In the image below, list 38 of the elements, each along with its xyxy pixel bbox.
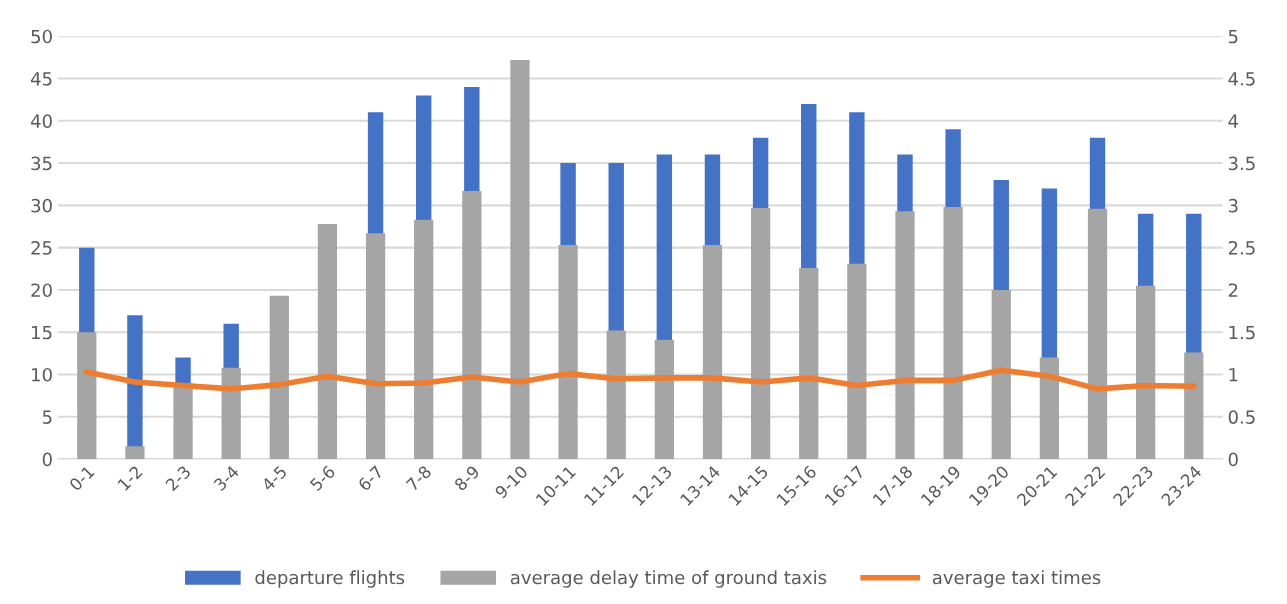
bar [269, 295, 289, 460]
x-tick-label: 4-5 [261, 465, 288, 492]
x-tick-label: 7-8 [405, 464, 433, 492]
y-tick-label: 35 [31, 156, 52, 171]
y2-tick-label: 2 [1228, 283, 1238, 297]
y2-tick-label: 4.5 [1228, 72, 1255, 86]
y-tick-label: 50 [31, 29, 52, 44]
x-tick-label: 5-6 [309, 464, 336, 492]
y2-tick-label: 3.5 [1228, 156, 1255, 171]
y-tick-label: 15 [32, 325, 52, 340]
legend-label: average delay time of ground taxis [510, 570, 827, 588]
legend-label: departure flights [255, 570, 405, 588]
x-tick-label: 6-7 [357, 465, 384, 492]
x-tick-label: 3-4 [213, 464, 240, 492]
y2-tick-label: 2.5 [1228, 241, 1255, 255]
bar [125, 446, 145, 460]
bar [317, 223, 338, 460]
x-tick-label: 0-1 [68, 465, 95, 492]
y2-tick-label: 1 [1229, 368, 1238, 382]
y2-tick-label: 4 [1228, 114, 1238, 128]
y2-tick-label: 0 [1228, 452, 1238, 467]
x-tick-label: 8-9 [453, 464, 481, 492]
y-tick-label: 25 [31, 241, 52, 255]
bar [510, 59, 530, 460]
x-tick-label: 2-3 [164, 465, 192, 492]
y2-tick-label: 1.5 [1229, 325, 1255, 340]
y-tick-label: 45 [30, 72, 52, 86]
y-tick-label: 30 [31, 198, 52, 213]
y2-tick-label: 5 [1228, 29, 1238, 44]
x-tick-label: 1-2 [117, 465, 143, 491]
y-tick-label: 40 [30, 114, 52, 128]
y-tick-label: 5 [42, 410, 52, 424]
legend-label: average taxi times [932, 570, 1101, 588]
y2-tick-label: 3 [1228, 198, 1238, 213]
y-tick-label: 20 [31, 283, 52, 298]
y-tick-label: 0 [42, 452, 52, 467]
y-tick-label: 10 [32, 367, 52, 382]
y2-tick-label: 0.5 [1228, 410, 1255, 424]
